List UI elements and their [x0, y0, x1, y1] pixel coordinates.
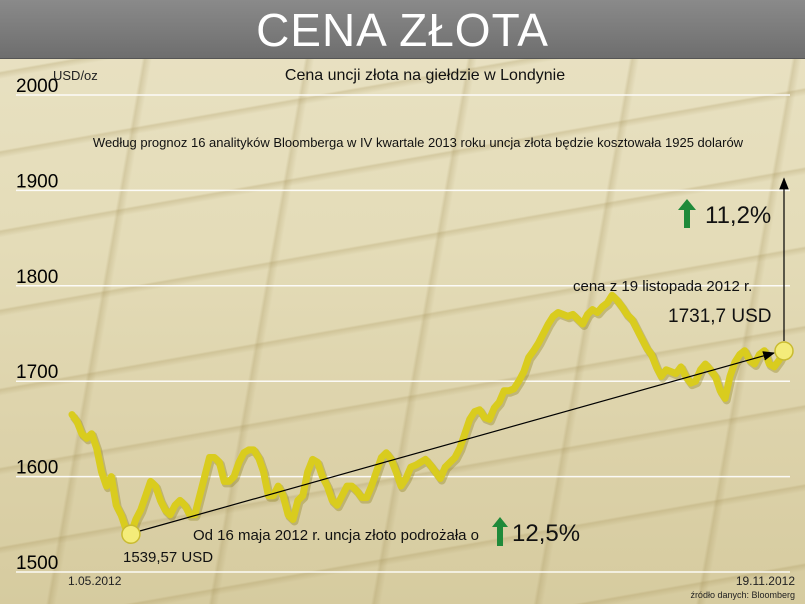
end-date-note: cena z 19 listopada 2012 r.: [573, 278, 752, 295]
header-title: CENA ZŁOTA: [256, 4, 549, 56]
start-price-label: 1539,57 USD: [123, 549, 213, 566]
y-tick-label: 2000: [16, 76, 58, 97]
series-group: [68, 291, 790, 540]
x-start-label: 1.05.2012: [68, 574, 122, 588]
chart-title: Cena uncji złota na giełdzie w Londynie: [285, 67, 565, 84]
trend-arrow: [138, 351, 776, 532]
header-bar: CENA ZŁOTA: [0, 0, 805, 59]
growth-note: Od 16 maja 2012 r. uncja złoto podrożała…: [193, 527, 479, 544]
start-point-marker: [121, 524, 141, 545]
y-tick-labels: 1500 1600 1700 1800 1900 2000: [16, 76, 58, 574]
gridlines: [16, 94, 790, 573]
growth-percent: 12,5%: [512, 520, 580, 547]
y-tick-label: 1600: [16, 458, 58, 479]
price-line: [68, 291, 788, 538]
y-tick-label: 1700: [16, 362, 58, 383]
forecast-percent: 11,2%: [705, 202, 771, 229]
arrow-up-icon: [492, 517, 508, 546]
arrow-up-icon: [678, 199, 696, 228]
y-tick-label: 1500: [16, 553, 58, 574]
y-tick-label: 1800: [16, 267, 58, 288]
x-end-label: 19.11.2012: [736, 574, 795, 588]
end-price-label: 1731,7 USD: [668, 306, 772, 327]
forecast-note: Według prognoz 16 analityków Bloomberga …: [93, 135, 744, 150]
end-point-marker: [774, 341, 794, 361]
source-note: źródło danych: Bloomberg: [690, 590, 795, 600]
y-tick-label: 1900: [16, 171, 58, 192]
y-axis-label: USD/oz: [53, 68, 98, 83]
